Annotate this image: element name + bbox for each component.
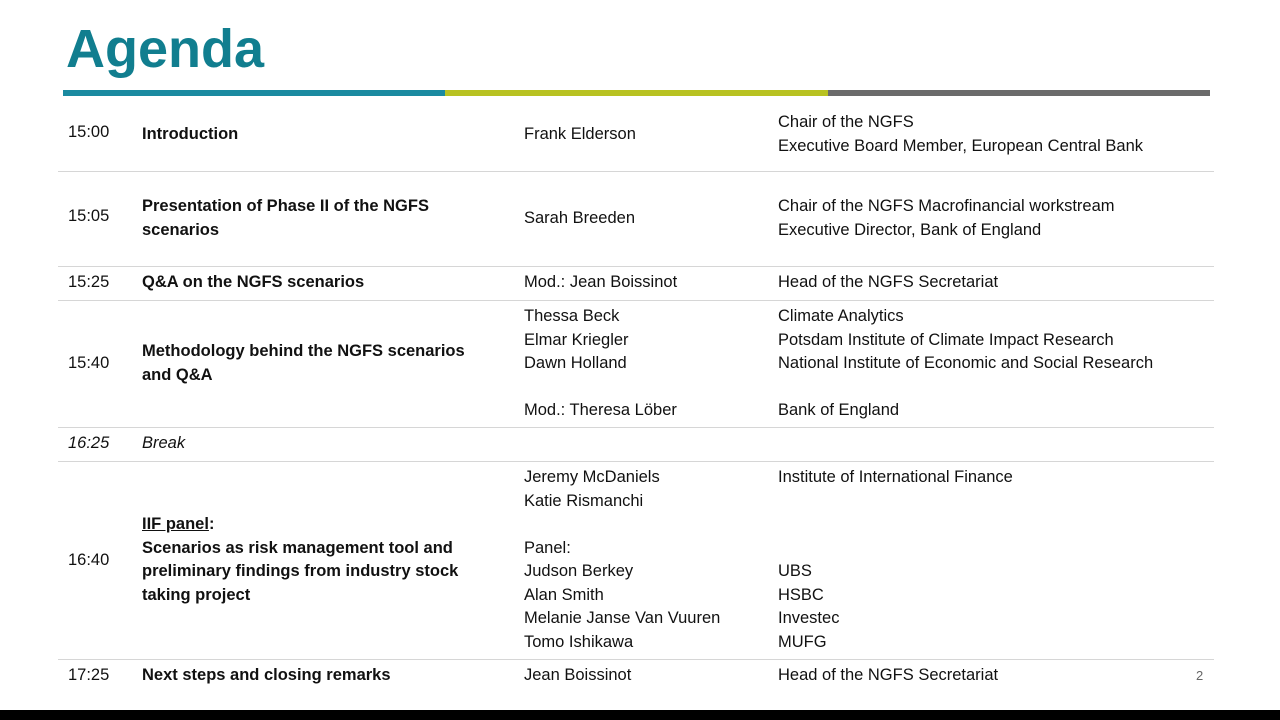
affiliation: MUFG	[778, 632, 827, 651]
spacer	[524, 376, 677, 400]
affiliation: Institute of International Finance	[778, 468, 1013, 486]
row-time: 15:40	[68, 354, 110, 372]
rule-segment-teal	[63, 90, 445, 96]
affiliation: Executive Director, Bank of England	[778, 220, 1042, 239]
affiliation: Executive Board Member, European Central…	[778, 136, 1144, 155]
speaker-name: Mod.: Jean Boissinot	[524, 273, 678, 291]
agenda-row: 15:00 Introduction Frank Elderson Chair …	[58, 103, 1214, 172]
row-affiliations: Climate Analytics Potsdam Institute of C…	[778, 305, 1153, 423]
topic-line: Presentation of Phase II of the NGFS	[142, 197, 429, 215]
row-topic: Q&A on the NGFS scenarios	[142, 271, 502, 295]
moderator-name: Mod.: Theresa Löber	[524, 401, 677, 419]
affiliation: Chair of the NGFS Macrofinancial workstr…	[778, 197, 1115, 215]
affiliation: UBS	[778, 562, 812, 580]
row-speakers: Sarah Breeden	[524, 207, 635, 231]
row-time: 17:25	[68, 666, 110, 684]
topic-line: Methodology behind the NGFS scenarios	[142, 342, 465, 360]
title-underline	[63, 90, 1210, 96]
affiliation: Chair of the NGFS	[778, 113, 914, 131]
topic-line: and Q&A	[142, 365, 213, 384]
affiliation: Potsdam Institute of Climate Impact Rese…	[778, 330, 1114, 349]
row-affiliations: Chair of the NGFS Executive Board Member…	[778, 111, 1143, 158]
spacer	[778, 513, 1013, 537]
affiliation: National Institute of Economic and Socia…	[778, 354, 1154, 372]
topic-line: scenarios	[142, 220, 220, 239]
speaker-name: Jeremy McDaniels	[524, 468, 660, 486]
panel-title-colon: :	[208, 515, 215, 533]
speaker-name: Elmar Kriegler	[524, 330, 629, 349]
row-topic: Methodology behind the NGFS scenarios an…	[142, 340, 502, 387]
topic-line: Scenarios as risk management tool and	[142, 538, 453, 557]
spacer	[778, 376, 1153, 400]
panel-title: IIF panel	[142, 515, 209, 533]
agenda-row: 15:05 Presentation of Phase II of the NG…	[58, 171, 1214, 267]
affiliation: Climate Analytics	[778, 307, 904, 325]
row-time: 16:40	[68, 551, 110, 569]
affiliation: Head of the NGFS Secretariat	[778, 666, 999, 684]
speaker-name: Jean Boissinot	[524, 666, 632, 684]
row-speakers: Thessa Beck Elmar Kriegler Dawn Holland …	[524, 305, 677, 423]
affiliation: HSBC	[778, 585, 824, 604]
topic-line: Break	[142, 434, 186, 452]
topic-line: Q&A on the NGFS scenarios	[142, 273, 365, 291]
agenda-row: 15:40 Methodology behind the NGFS scenar…	[58, 300, 1214, 428]
spacer	[524, 513, 720, 537]
topic-line: preliminary findings from industry stock	[142, 562, 459, 580]
row-affiliations: Head of the NGFS Secretariat	[778, 664, 998, 688]
speaker-name: Judson Berkey	[524, 562, 634, 580]
row-time: 15:00	[68, 123, 110, 141]
topic-line: taking project	[142, 585, 251, 604]
topic-line: Introduction	[142, 125, 239, 143]
row-topic: Introduction	[142, 123, 502, 147]
row-time: 15:25	[68, 273, 110, 291]
topic-heading: IIF panel:	[142, 513, 502, 537]
affiliation: Investec	[778, 609, 840, 627]
speaker-name: Katie Rismanchi	[524, 491, 644, 510]
rule-segment-gray	[828, 90, 1210, 96]
topic-line: Next steps and closing remarks	[142, 666, 391, 684]
row-speakers: Jeremy McDaniels Katie Rismanchi Panel: …	[524, 466, 720, 654]
row-affiliations: Institute of International Finance UBS H…	[778, 466, 1013, 654]
rule-segment-lime	[445, 90, 828, 96]
row-speakers: Jean Boissinot	[524, 664, 631, 688]
speaker-name: Alan Smith	[524, 585, 604, 604]
page-number: 2	[1196, 668, 1204, 683]
bottom-black-bar	[0, 710, 1280, 720]
speaker-name: Sarah Breeden	[524, 209, 635, 227]
speaker-name: Tomo Ishikawa	[524, 632, 634, 651]
row-time: 15:05	[68, 207, 110, 225]
agenda-row: 15:25 Q&A on the NGFS scenarios Mod.: Je…	[58, 266, 1214, 301]
row-time: 16:25	[68, 434, 110, 452]
spacer	[778, 490, 1013, 514]
affiliation: Head of the NGFS Secretariat	[778, 273, 999, 291]
agenda-row: 16:40 IIF panel: Scenarios as risk manag…	[58, 461, 1214, 660]
speaker-name: Thessa Beck	[524, 307, 620, 325]
slide-title: Agenda	[66, 19, 265, 79]
row-topic: Presentation of Phase II of the NGFS sce…	[142, 195, 502, 242]
row-affiliations: Head of the NGFS Secretariat	[778, 271, 998, 295]
row-affiliations: Chair of the NGFS Macrofinancial workstr…	[778, 195, 1115, 242]
panel-label: Panel:	[524, 538, 571, 557]
row-topic: IIF panel: Scenarios as risk management …	[142, 513, 502, 607]
agenda-row: 17:25 Next steps and closing remarks Jea…	[58, 659, 1214, 693]
row-speakers: Mod.: Jean Boissinot	[524, 271, 677, 295]
speaker-name: Dawn Holland	[524, 354, 627, 372]
agenda-row: 16:25 Break	[58, 427, 1214, 462]
row-speakers: Frank Elderson	[524, 123, 636, 147]
spacer	[778, 537, 1013, 561]
affiliation: Bank of England	[778, 401, 900, 419]
row-topic: Next steps and closing remarks	[142, 664, 502, 688]
row-topic: Break	[142, 432, 502, 456]
speaker-name: Melanie Janse Van Vuuren	[524, 609, 721, 627]
speaker-name: Frank Elderson	[524, 125, 636, 143]
